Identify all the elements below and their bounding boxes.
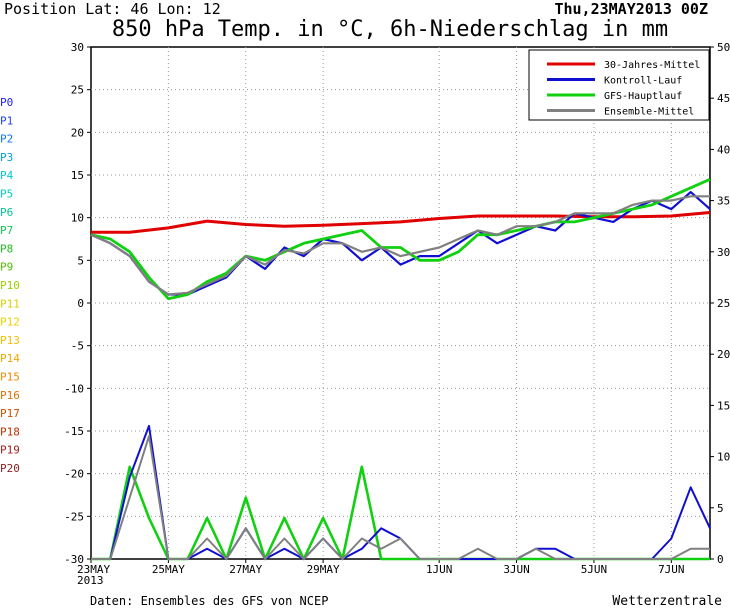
member-label: P4 — [0, 169, 14, 182]
y-right-tick-label: 45 — [717, 92, 730, 105]
y-right-tick-label: 15 — [717, 399, 730, 412]
plot-area: 302520151050-5-10-15-20-25-3050454035302… — [64, 41, 730, 587]
x-tick-label: 7JUN — [658, 563, 685, 576]
member-label: P13 — [0, 334, 20, 347]
credit-label: Wetterzentrale — [612, 594, 722, 609]
member-label: P17 — [0, 407, 20, 420]
member-label: P2 — [0, 133, 13, 146]
y-left-tick-label: -5 — [71, 340, 84, 353]
y-right-tick-label: 20 — [717, 348, 730, 361]
temp-line-ensemble-mittel — [90, 195, 710, 296]
x-tick-label: 27MAY — [229, 563, 262, 576]
member-label: P15 — [0, 371, 20, 384]
y-right-tick-label: 40 — [717, 143, 730, 156]
legend-entry-label: GFS-Hauptlauf — [604, 91, 682, 102]
temp-line-kontroll-lauf — [90, 191, 711, 296]
y-left-tick-label: 0 — [77, 297, 84, 310]
y-left-tick-label: 20 — [71, 126, 84, 139]
y-right-tick-label: 35 — [717, 195, 730, 208]
y-right-tick-label: 25 — [717, 297, 730, 310]
y-left-tick-label: -15 — [64, 425, 84, 438]
y-right-tick-label: 50 — [717, 41, 730, 54]
legend-box — [528, 49, 710, 121]
legend-entry-label: Ensemble-Mittel — [604, 107, 694, 118]
y-left-tick-label: 10 — [71, 212, 84, 225]
y-right-tick-label: 5 — [717, 502, 724, 515]
y-left-tick-label: 30 — [71, 41, 84, 54]
y-right-tick-label: 0 — [717, 553, 724, 566]
y-left-tick-label: -25 — [64, 510, 84, 523]
temp-line--jahres-mittel — [91, 211, 711, 234]
member-label: P3 — [0, 151, 13, 164]
data-source-note: Daten: Ensembles des GFS von NCEP — [90, 594, 328, 608]
chart-title: 850 hPa Temp. in °C, 6h-Niederschlag in … — [112, 17, 668, 42]
member-label: P14 — [0, 352, 20, 365]
x-tick-label: 5JUN — [581, 563, 608, 576]
y-left-tick-label: -10 — [64, 382, 84, 395]
member-label: P5 — [0, 188, 13, 201]
run-timestamp: Thu,23MAY2013 00Z — [554, 0, 708, 18]
member-label: P8 — [0, 242, 13, 255]
y-left-tick-label: 5 — [77, 254, 84, 267]
x-tick-label: 1JUN — [426, 563, 453, 576]
legend-entry-label: Kontroll-Lauf — [604, 76, 682, 87]
member-label: P16 — [0, 389, 20, 402]
legend: 30-Jahres-Mittel Kontroll-Lauf GFS-Hauptla… — [528, 49, 710, 121]
x-tick-label: 29MAY — [307, 563, 340, 576]
member-label: P12 — [0, 316, 20, 329]
position-label: Position Lat: 46 Lon: 12 — [4, 0, 221, 18]
member-label: P9 — [0, 261, 13, 274]
x-tick-label: 3JUN — [503, 563, 530, 576]
member-label: P1 — [0, 114, 13, 127]
legend-entry-label: 30-Jahres-Mittel — [604, 60, 700, 71]
y-right-tick-label: 10 — [717, 451, 730, 464]
y-left-tick-label: 25 — [71, 84, 84, 97]
precip-line-ensemble-mittel — [91, 435, 710, 560]
member-label: P19 — [0, 444, 20, 457]
member-label: P6 — [0, 206, 13, 219]
member-label: P0 — [0, 96, 13, 109]
temp-line-gfs-hauptlauf — [90, 178, 711, 301]
x-tick-label: 23MAY 2013 — [77, 563, 110, 587]
member-label: P10 — [0, 279, 20, 292]
y-left-tick-label: -30 — [64, 553, 84, 566]
precip-line-gfs-hauptlauf — [91, 465, 710, 561]
member-labels: P0 P1 P2 P3 P4 P5 P6 P7 P8 P9 P10 P11 P12 P13 P14 P15 P1… — [0, 96, 20, 475]
member-label: P11 — [0, 297, 20, 310]
y-left-tick-label: 15 — [71, 169, 84, 182]
member-label: P7 — [0, 224, 13, 237]
x-tick-label: 25MAY — [152, 563, 185, 576]
y-right-tick-label: 30 — [717, 246, 730, 259]
member-label: P20 — [0, 462, 20, 475]
member-label: P18 — [0, 425, 20, 438]
y-left-tick-label: -20 — [64, 468, 84, 481]
